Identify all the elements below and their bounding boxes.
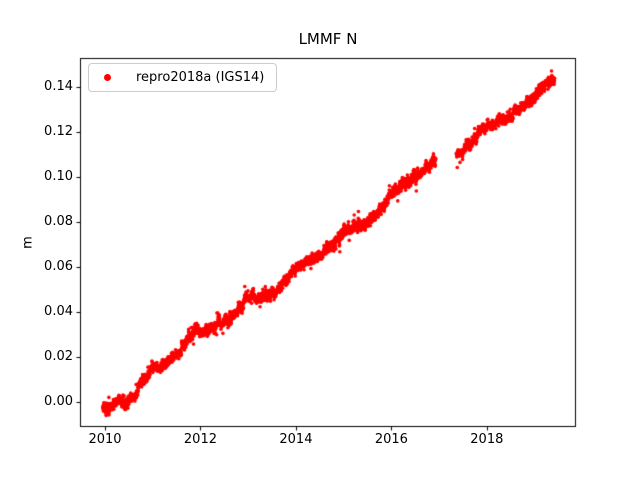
x-tick-label: 2016 [374,432,408,448]
y-tick-label: 0.02 [44,348,73,364]
legend: repro2018a (IGS14) [88,63,277,92]
chart-title: LMMF N [298,30,358,48]
x-tick-label: 2010 [88,432,122,448]
y-tick-label: 0.08 [44,213,73,229]
y-tick-label: 0.14 [44,78,73,94]
legend-marker-icon [104,74,111,81]
legend-label: repro2018a (IGS14) [136,70,265,85]
y-tick-label: 0.04 [44,303,73,319]
y-tick-label: 0.10 [44,168,73,184]
x-tick-label: 2012 [183,432,217,448]
y-tick-label: 0.12 [44,123,73,139]
y-tick-label: 0.06 [44,258,73,274]
x-tick-label: 2014 [279,432,313,448]
y-tick-label: 0.00 [44,393,73,409]
x-tick-label: 2018 [470,432,504,448]
